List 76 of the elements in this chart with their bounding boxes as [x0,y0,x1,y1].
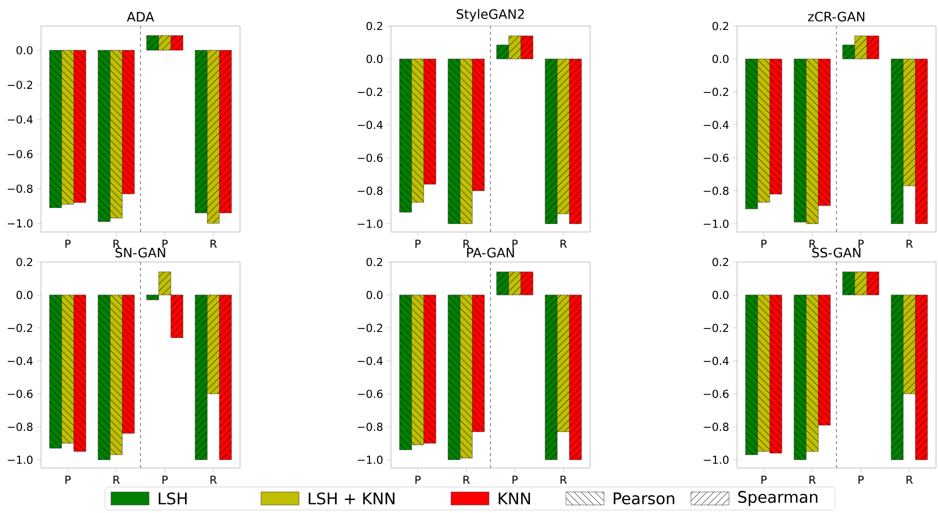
y-tick-label: −0.2 [358,324,382,332]
y-tick-label: −0.6 [8,150,33,158]
x-tick-label: R [114,476,120,484]
x-tick-label: P [858,240,864,248]
x-tick-label: R [810,476,816,484]
y-tick-label: −0.2 [704,88,728,96]
y-tick-label: 0.2 [366,258,382,266]
y-tick-label: −0.4 [704,120,729,130]
y-tick-label: 0.0 [16,290,32,300]
x-tick-label: R [114,240,120,248]
x-tick-label: P [415,476,421,484]
x-tick-label: P [858,476,864,484]
legend-label: LSH [158,492,187,505]
y-tick-label: 0.2 [712,258,728,266]
y-tick-label: −0.8 [8,422,32,431]
x-tick-label: R [560,476,567,484]
y-tick-label: 0.0 [712,54,728,64]
y-tick-label: −0.2 [8,324,32,332]
x-tick-label: P [415,240,421,248]
chart-title: PA-GAN [467,248,514,258]
chart-title: StyleGAN2 [456,8,524,22]
y-tick-label: −0.8 [358,186,382,195]
y-tick-label: 0.2 [366,22,382,30]
x-tick-label: P [761,240,767,248]
x-tick-label: P [65,240,71,248]
chart-title: SS-GAN [812,248,860,258]
y-tick-label: 0.0 [712,290,728,300]
y-tick-label: −0.4 [358,356,383,366]
y-tick-label: −0.8 [8,184,32,193]
x-tick-label: R [210,240,217,248]
y-tick-label: −0.6 [8,390,33,398]
x-tick-label: R [906,240,913,248]
y-tick-label: −1.0 [704,456,728,464]
y-tick-label: 0.2 [16,258,32,266]
y-tick-label: −0.4 [704,356,729,366]
chart-title: SN-GAN [116,248,166,258]
y-tick-label: −0.2 [704,324,728,332]
y-tick-label: −1.0 [358,220,382,228]
x-tick-label: R [906,476,913,484]
x-tick-label: R [464,476,470,484]
y-tick-label: 0.0 [366,54,382,64]
x-tick-label: P [162,476,168,484]
y-tick-label: 0.0 [16,46,32,54]
x-tick-label: R [210,476,217,484]
y-tick-label: −0.6 [358,154,383,162]
legend-label: KNN [498,492,530,504]
y-tick-label: −1.0 [8,456,32,464]
x-tick-label: P [162,240,168,248]
y-tick-label: −0.8 [358,422,382,431]
x-tick-label: R [810,240,816,248]
y-tick-label: −0.4 [8,115,33,124]
y-tick-label: −1.0 [358,456,382,464]
chart-title: ADA [126,12,154,22]
chart-title: zCR-GAN [808,12,864,22]
y-tick-label: −0.4 [8,356,33,366]
y-tick-label: −0.6 [704,154,729,162]
y-tick-label: 0.2 [712,22,728,30]
x-tick-label: P [761,476,767,484]
legend-label: LSH + KNN [308,492,394,505]
x-tick-label: R [560,240,567,248]
x-tick-label: P [65,476,71,484]
x-tick-label: P [512,476,518,484]
text: Pearson [614,492,674,504]
y-tick-label: −0.6 [358,390,383,398]
y-tick-label: −0.4 [358,120,383,130]
x-tick-label: R [464,240,470,248]
y-tick-label: −0.2 [358,88,382,96]
y-tick-label: −1.0 [8,219,32,228]
x-tick-label: P [512,240,518,248]
y-tick-label: −1.0 [704,220,728,228]
text: Spearman [738,490,818,506]
y-tick-label: 0.0 [366,290,382,300]
y-tick-label: −0.8 [704,422,728,431]
y-tick-label: −0.8 [704,186,728,195]
y-tick-label: −0.2 [8,80,32,89]
y-tick-label: −0.6 [704,390,729,398]
